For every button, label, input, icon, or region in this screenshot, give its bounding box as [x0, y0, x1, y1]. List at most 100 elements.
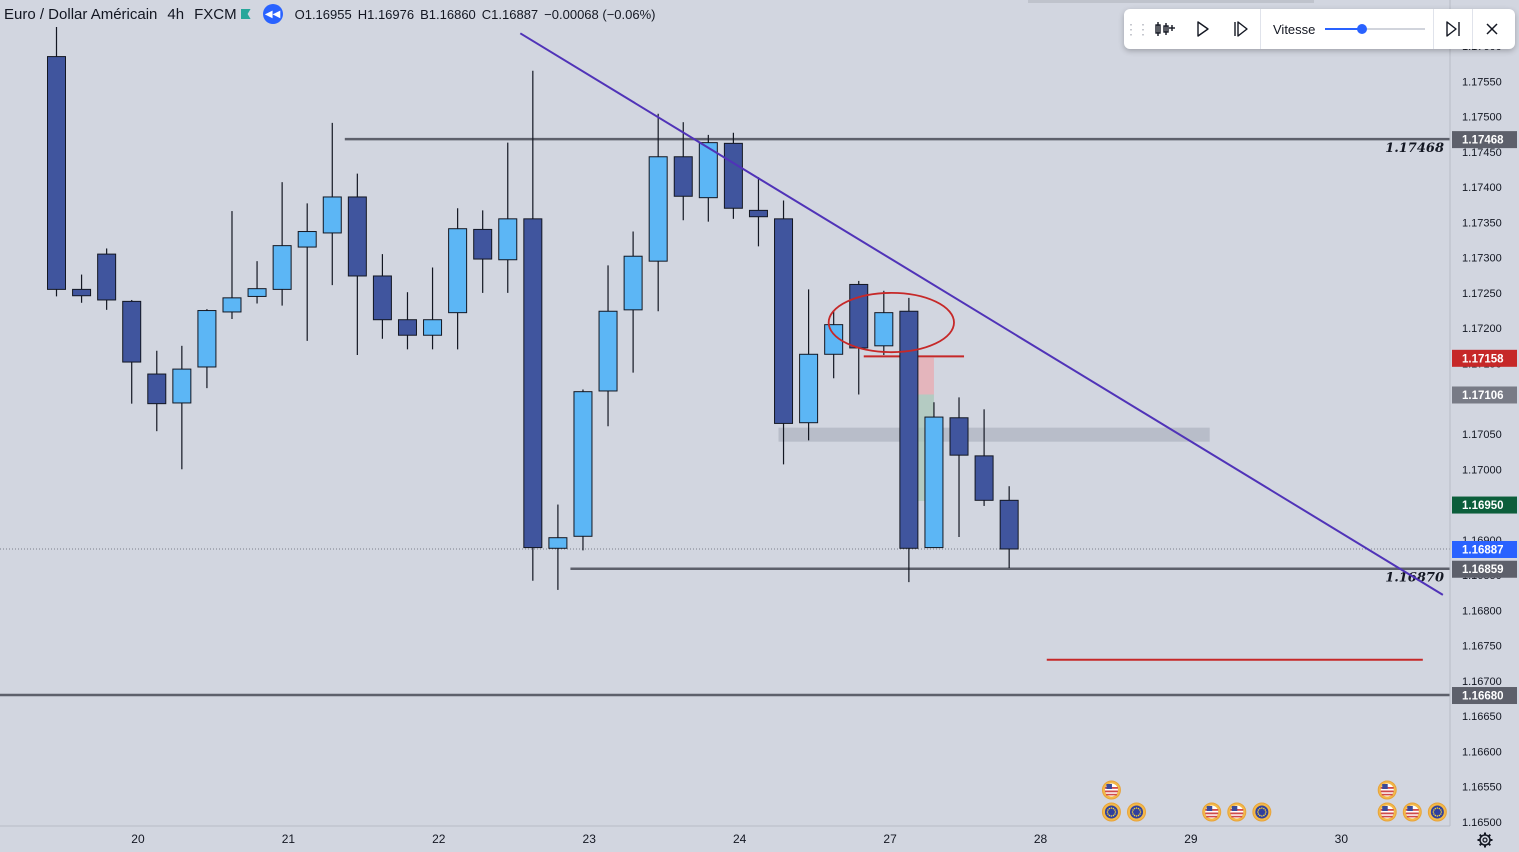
bullish-candle	[247, 288, 267, 297]
ohlc-close: C1.16887	[482, 7, 538, 22]
interval-label[interactable]: 4h	[167, 5, 185, 23]
bearish-candle	[774, 218, 794, 424]
bullish-candle	[924, 416, 944, 549]
bearish-candle	[97, 253, 117, 301]
price-tag-label: 1.16887	[1462, 544, 1504, 556]
select-bar-button[interactable]	[1146, 9, 1184, 49]
eu-flag-icon[interactable]	[1252, 802, 1272, 822]
select-bar-icon	[1155, 22, 1175, 36]
bearish-candle	[748, 209, 768, 218]
price-tag	[1452, 386, 1517, 404]
bullish-candle	[573, 391, 593, 537]
price-axis: 1.165001.165501.166001.166501.167001.167…	[1449, 0, 1519, 852]
us-flag-icon[interactable]	[1202, 802, 1222, 822]
price-tag-label: 1.16950	[1462, 500, 1504, 512]
us-flag-icon[interactable]	[1402, 802, 1422, 822]
price-tick-label: 1.17550	[1462, 76, 1502, 88]
date-tick-label: 24	[733, 832, 747, 846]
close-value: 1.16887	[491, 6, 539, 22]
ohlc-open: O1.16955	[295, 7, 352, 22]
price-tick-label: 1.16650	[1462, 711, 1502, 723]
bearish-candle	[523, 218, 543, 549]
bearish-candle	[397, 319, 417, 336]
bearish-candle	[974, 455, 994, 501]
close-replay-button[interactable]	[1473, 9, 1511, 49]
price-tag-label: 1.17106	[1462, 390, 1504, 402]
eu-flag-icon[interactable]	[1101, 802, 1121, 822]
bullish-candle	[222, 297, 242, 313]
price-tick-label: 1.17200	[1462, 323, 1502, 335]
date-tick-label: 20	[131, 832, 145, 846]
speed-slider-track	[1325, 28, 1426, 30]
top-panel-edge	[1028, 0, 1314, 3]
bearish-candle	[673, 156, 693, 197]
us-flag-icon[interactable]	[1377, 802, 1397, 822]
date-tick-label: 30	[1335, 832, 1349, 846]
drag-handle-icon[interactable]: ⋮⋮	[1124, 20, 1150, 37]
close-label: C	[481, 6, 492, 22]
price-tag	[1452, 540, 1517, 558]
price-axis-background	[1450, 0, 1519, 852]
step-forward-button[interactable]	[1222, 9, 1260, 49]
bullish-candle	[498, 218, 518, 261]
open-label: O	[294, 6, 305, 22]
bearish-candle	[347, 196, 367, 277]
ohlc-low: B1.16860	[420, 7, 476, 22]
price-tag	[1452, 496, 1517, 514]
rewind-icon[interactable]: ◀◀	[262, 4, 283, 24]
date-tick-label: 27	[883, 832, 897, 846]
jump-to-realtime-button[interactable]	[1434, 9, 1472, 49]
high-value: 1.16976	[367, 6, 415, 22]
us-flag-icon[interactable]	[1377, 780, 1397, 800]
bearish-candle	[72, 288, 92, 297]
toolbar-divider	[1433, 9, 1435, 49]
jump-to-end-icon	[1446, 21, 1461, 37]
speed-slider[interactable]	[1325, 22, 1426, 36]
eu-flag-icon[interactable]	[1427, 802, 1447, 822]
us-flag-icon[interactable]	[1227, 802, 1247, 822]
low-value: 1.16860	[428, 6, 476, 22]
symbol-name[interactable]: Euro / Dollar Américain	[4, 5, 158, 23]
play-button[interactable]	[1184, 9, 1222, 49]
date-tick-label: 21	[282, 832, 296, 846]
change-value: −0.00068 (−0.06%)	[544, 6, 656, 22]
price-tag-label: 1.17158	[1462, 353, 1504, 365]
bearish-candle	[147, 373, 167, 405]
price-tick-label: 1.16750	[1462, 641, 1502, 653]
bearish-candle	[999, 499, 1019, 550]
date-tick-label: 22	[432, 832, 446, 846]
price-tick-label: 1.17400	[1462, 182, 1502, 194]
eu-flag-icon[interactable]	[1127, 802, 1147, 822]
bullish-candle	[272, 245, 292, 290]
speed-slider-fill	[1325, 28, 1363, 30]
gear-icon	[1477, 832, 1493, 848]
low-label: B	[420, 6, 429, 22]
price-tick-label: 1.17500	[1462, 112, 1502, 124]
high-label: H	[357, 6, 368, 22]
us-flag-icon[interactable]	[1101, 780, 1121, 800]
open-value: 1.16955	[304, 6, 352, 22]
date-tick-label: 23	[583, 832, 597, 846]
toolbar-divider	[1472, 9, 1474, 49]
ohlc-high: H1.16976	[358, 7, 414, 22]
play-icon	[1197, 21, 1209, 37]
price-tag	[1452, 687, 1517, 705]
symbol-legend: Euro / Dollar Américain 4h FXCM ◀◀ O1.16…	[4, 4, 655, 24]
price-tick-label: 1.16600	[1462, 746, 1502, 758]
price-tag-label: 1.16680	[1462, 691, 1504, 703]
loss-zone	[916, 357, 934, 395]
bullish-candle	[448, 228, 468, 314]
trendline	[519, 32, 1444, 596]
bearish-candle	[899, 310, 919, 549]
bullish-candle	[648, 156, 668, 262]
bullish-candle	[623, 255, 643, 311]
bearish-candle	[723, 142, 743, 209]
bearish-candle	[47, 56, 66, 290]
speed-slider-thumb[interactable]	[1357, 24, 1368, 34]
flag-icon[interactable]	[240, 9, 251, 19]
replay-toolbar: ⋮⋮ Vitesse	[1124, 9, 1515, 49]
exchange-label: FXCM	[194, 5, 237, 23]
bearish-candle	[122, 300, 142, 363]
